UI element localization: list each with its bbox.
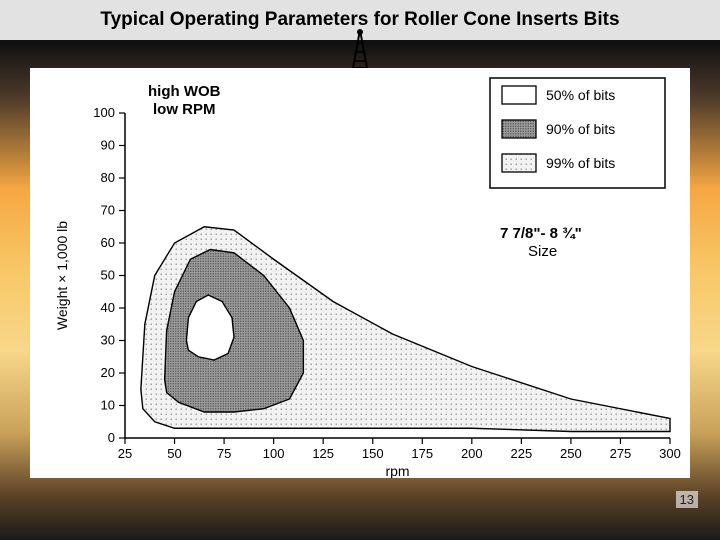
- legend-swatch: [502, 86, 536, 104]
- y-tick-label: 20: [101, 365, 115, 380]
- legend: 50% of bits 90% of bits 99% of bits: [490, 78, 665, 188]
- y-tick-label: 10: [101, 398, 115, 413]
- x-tick-label: 300: [659, 446, 681, 461]
- page-number: 13: [676, 491, 698, 508]
- y-tick-label: 30: [101, 333, 115, 348]
- x-tick-label: 150: [362, 446, 384, 461]
- x-tick-label: 175: [411, 446, 433, 461]
- corner-label-highwob: high WOB: [148, 83, 221, 100]
- size-label-line1: 7 7/8"- 8 ¾": [500, 225, 582, 242]
- x-tick-label: 25: [118, 446, 132, 461]
- x-tick-label: 225: [511, 446, 533, 461]
- plot-area: [141, 227, 670, 432]
- y-tick-label: 100: [93, 105, 115, 120]
- y-tick-label: 90: [101, 138, 115, 153]
- legend-swatch: [502, 120, 536, 138]
- y-tick-label: 70: [101, 203, 115, 218]
- y-tick-label: 50: [101, 268, 115, 283]
- x-tick-label: 100: [263, 446, 285, 461]
- x-axis-label: rpm: [385, 463, 409, 478]
- y-tick-label: 40: [101, 300, 115, 315]
- chart-panel: high WOB low RPM 0 10 20 30 40 50 60 70 80 90 100 2…: [30, 68, 690, 478]
- y-axis-label: Weight × 1,000 lb: [54, 221, 70, 330]
- y-tick-label: 0: [108, 430, 115, 445]
- x-tick-label: 75: [217, 446, 231, 461]
- x-tick-label: 250: [560, 446, 582, 461]
- y-tick-label: 60: [101, 235, 115, 250]
- legend-swatch: [502, 154, 536, 172]
- slide: Typical Operating Parameters for Roller …: [0, 0, 720, 540]
- x-tick-label: 275: [610, 446, 632, 461]
- y-tick-label: 80: [101, 170, 115, 185]
- legend-label: 99% of bits: [546, 155, 615, 171]
- corner-label-lowrpm: low RPM: [153, 101, 216, 118]
- operating-parameters-chart: high WOB low RPM 0 10 20 30 40 50 60 70 80 90 100 2…: [30, 68, 690, 478]
- size-label-line2: Size: [528, 243, 557, 260]
- legend-label: 90% of bits: [546, 121, 615, 137]
- x-tick-label: 50: [167, 446, 181, 461]
- legend-label: 50% of bits: [546, 87, 615, 103]
- x-tick-label: 125: [312, 446, 334, 461]
- x-tick-label: 200: [461, 446, 483, 461]
